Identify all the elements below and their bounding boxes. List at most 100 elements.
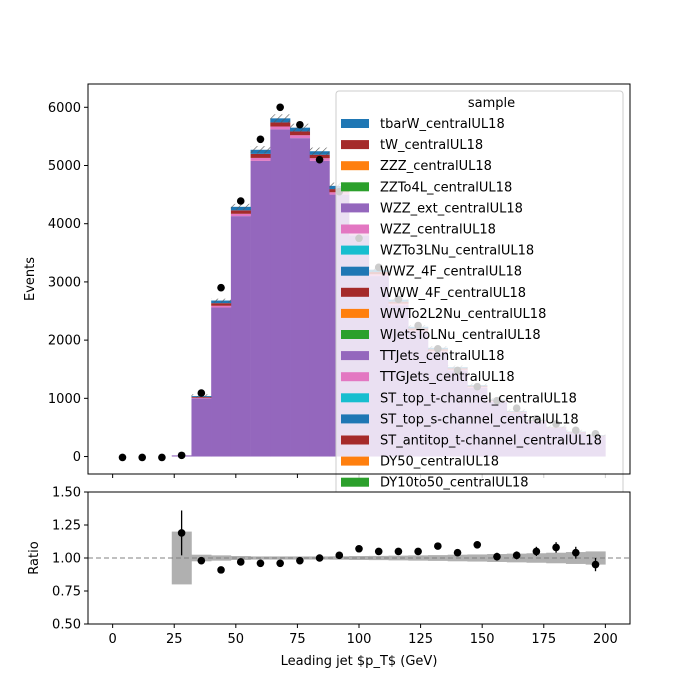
histogram-bar [211, 305, 232, 308]
ratio-x-tick-label: 75 [289, 632, 306, 647]
ratio-point [512, 551, 521, 560]
ratio-y-tick-label: 0.50 [52, 618, 81, 633]
legend-label: TTJets_centralUL18 [379, 349, 505, 364]
legend-swatch [341, 393, 369, 403]
legend-label: WWZ_4F_centralUL18 [380, 265, 522, 280]
ratio-point [315, 554, 324, 562]
legend-label: WWTo2L2Nu_centralUL18 [380, 307, 546, 322]
ratio-x-tick-label: 100 [347, 632, 372, 647]
legend-label: tbarW_centralUL18 [380, 117, 505, 132]
ratio-x-axis-label: Leading jet $p_T$ (GeV) [281, 654, 438, 669]
ratio-y-axis: 0.50 0.75 1.00 1.25 1.50 [52, 486, 88, 633]
data-point [197, 389, 206, 397]
histogram-bar [290, 138, 311, 457]
ratio-point [374, 547, 383, 556]
histogram-bar [270, 126, 291, 130]
ratio-y-tick-label: 1.00 [52, 552, 81, 567]
ratio-point [335, 551, 344, 560]
legend-swatch [341, 308, 369, 318]
ratio-x-tick-label: 125 [408, 632, 433, 647]
histogram-bar [270, 122, 291, 127]
legend-swatch [341, 161, 369, 171]
ratio-point [493, 552, 501, 561]
legend-label: ST_antitop_t-channel_centralUL18 [380, 434, 602, 449]
histogram-bar [250, 160, 271, 457]
ratio-point [453, 548, 462, 557]
ratio-y-tick-label: 1.25 [52, 519, 81, 534]
data-point [138, 453, 146, 462]
y-tick-label: 0 [73, 450, 81, 465]
histogram-bar [211, 307, 232, 457]
data-point [236, 197, 245, 205]
y-tick-label: 4000 [48, 217, 81, 232]
ratio-x-tick-label: 50 [228, 632, 245, 647]
y-tick-label: 5000 [48, 159, 81, 174]
uncertainty-hatch [211, 298, 231, 303]
uncertainty-hatch [309, 147, 330, 155]
legend-label: WZTo3LNu_centralUL18 [380, 244, 534, 259]
ratio-point [572, 548, 580, 557]
legend-swatch [341, 119, 369, 128]
y-tick-label: 1000 [48, 392, 81, 407]
ratio-point [355, 544, 363, 553]
legend-label: WZZ_ext_centralUL18 [380, 201, 523, 216]
histogram-bar [191, 398, 212, 457]
legend-swatch [341, 245, 369, 255]
data-point [177, 451, 186, 460]
legend-swatch [341, 456, 369, 466]
ratio-point [473, 541, 482, 549]
uncertainty-hatch [250, 146, 271, 154]
ratio-y-tick-label: 1.50 [52, 486, 81, 501]
ratio-x-tick-label: 175 [531, 632, 556, 647]
data-point [217, 283, 225, 292]
ratio-point [256, 559, 265, 568]
ratio-point [197, 556, 206, 565]
data-point [296, 120, 304, 129]
y-tick-label: 2000 [48, 334, 81, 349]
main-y-axis: 0 1000 2000 3000 4000 5000 6000 [48, 101, 88, 465]
ratio-x-tick-label: 200 [593, 632, 618, 647]
ratio-points [177, 510, 600, 574]
ratio-point [177, 529, 186, 537]
legend-swatch [341, 140, 369, 150]
main-plot-border [87, 83, 631, 475]
histogram-bar [230, 216, 251, 457]
ratio-point [414, 547, 422, 556]
ratio-x-tick-label: 0 [108, 632, 116, 647]
ratio-band-bin [467, 554, 488, 562]
ratio-point [434, 542, 442, 550]
ratio-point [236, 558, 245, 566]
legend-swatch [341, 203, 369, 213]
legend-swatch [341, 182, 369, 192]
histogram-bar [290, 135, 311, 139]
legend-swatch [341, 266, 369, 276]
legend-label: ST_top_t-channel_centralUL18 [380, 391, 577, 406]
legend-label: TTGJets_centralUL18 [379, 370, 515, 385]
uncertainty-hatch [270, 114, 291, 123]
ratio-x-axis: 0 25 50 75 100 125 150 175 200 [108, 624, 618, 647]
data-point [256, 135, 265, 144]
ratio-panel: 0.50 0.75 1.00 1.25 1.50 0 25 50 75 100 125 150 175… [27, 486, 631, 669]
main-y-axis-label: Events [23, 257, 38, 301]
ratio-y-tick-label: 0.75 [52, 585, 81, 600]
histogram-bar [290, 131, 311, 136]
ratio-point [591, 560, 600, 569]
legend-label: DY10to50_centralUL18 [380, 476, 529, 491]
ratio-point [532, 547, 541, 556]
y-tick-label: 6000 [48, 101, 81, 116]
ratio-x-tick-label: 25 [166, 632, 183, 647]
legend-swatch [341, 435, 369, 445]
legend: sample tbarW_centralUL18 tW_centralUL18 ZZZ… [335, 90, 624, 500]
ratio-band-bin [349, 556, 370, 560]
data-point [315, 155, 324, 164]
legend-swatch [341, 351, 369, 361]
histogram-bar [191, 397, 212, 399]
legend-label: tW_centralUL18 [380, 138, 483, 153]
legend-label: ZZZ_centralUL18 [380, 159, 492, 174]
histogram-bar [230, 213, 251, 217]
histogram-bar [230, 210, 251, 214]
legend-title: sample [468, 96, 515, 111]
data-point [158, 453, 166, 462]
ratio-point [217, 566, 225, 574]
